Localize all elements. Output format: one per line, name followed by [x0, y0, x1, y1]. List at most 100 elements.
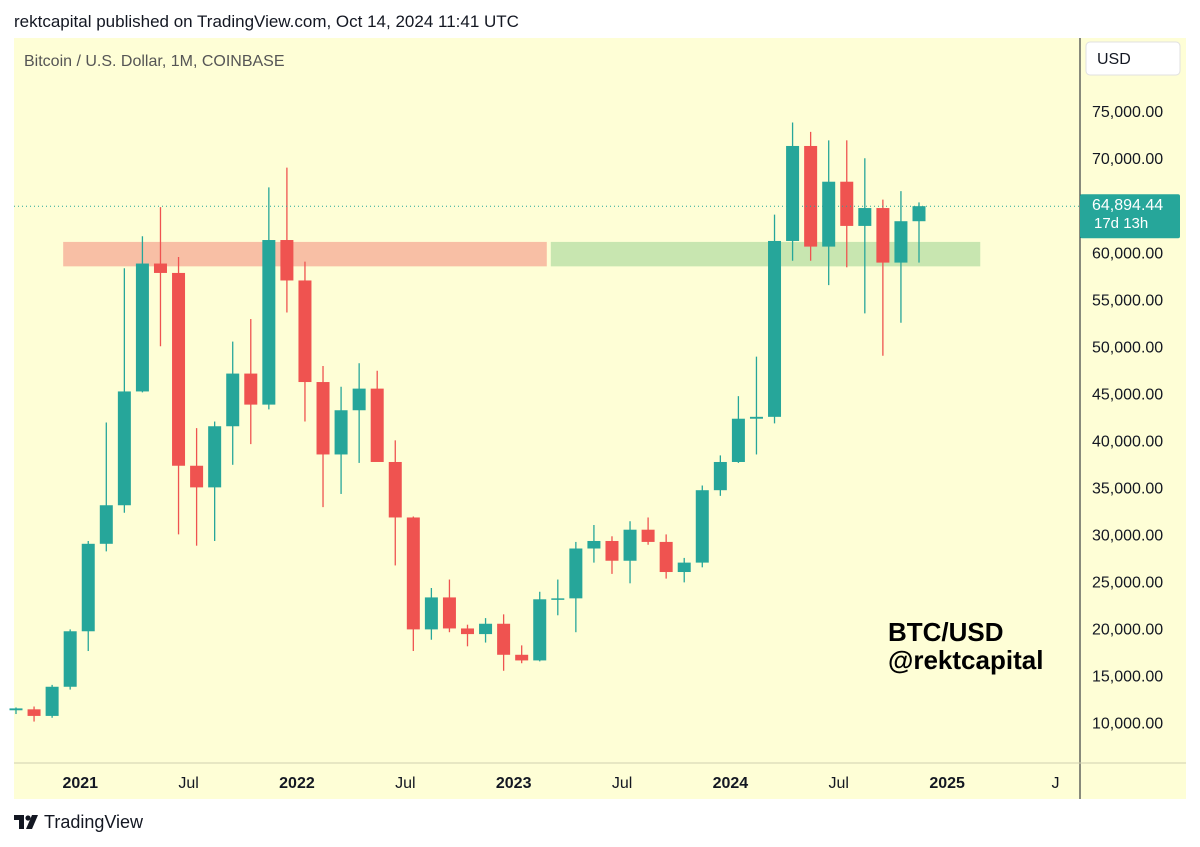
candle	[190, 428, 204, 546]
candle	[334, 386, 348, 494]
y-tick-label: 25,000.00	[1092, 574, 1163, 591]
support-zone	[550, 241, 981, 267]
candle	[45, 684, 59, 718]
candle	[27, 706, 41, 722]
candle-body	[262, 240, 276, 405]
candle-body	[352, 388, 366, 411]
last-price-tag: 64,894.44 17d 13h	[1080, 194, 1180, 239]
candle	[479, 618, 493, 643]
candle	[262, 187, 276, 410]
candle-body	[497, 623, 511, 655]
candle-body	[190, 465, 204, 488]
countdown-label: 17d 13h	[1094, 215, 1148, 232]
y-tick-label: 30,000.00	[1092, 527, 1163, 544]
candle-body	[226, 373, 240, 427]
x-tick-label: Jul	[612, 775, 632, 792]
x-tick-label: 2023	[496, 775, 532, 792]
time-axis-background	[14, 763, 1186, 799]
y-tick-label: 40,000.00	[1092, 433, 1163, 450]
candle	[442, 579, 456, 633]
candle-body	[786, 145, 800, 241]
candle-body	[912, 206, 926, 222]
currency-button[interactable]: USD	[1085, 41, 1181, 76]
candle	[244, 319, 258, 445]
candle-body	[208, 426, 222, 488]
candle	[804, 131, 818, 261]
candle-body	[749, 416, 763, 419]
y-tick-label: 15,000.00	[1092, 668, 1163, 685]
y-tick-label: 55,000.00	[1092, 292, 1163, 309]
candle	[894, 191, 908, 323]
candle-body	[894, 221, 908, 263]
candle	[533, 591, 547, 662]
candle-body	[370, 388, 384, 462]
candle-body	[63, 631, 77, 687]
candle	[515, 645, 529, 664]
candle-body	[117, 391, 131, 506]
candle	[587, 524, 601, 563]
candle-body	[99, 505, 113, 544]
candle-body	[822, 181, 836, 247]
candle-body	[551, 598, 565, 600]
y-tick-label: 70,000.00	[1092, 151, 1163, 168]
candle-body	[153, 263, 167, 273]
x-tick-label: 2022	[279, 775, 315, 792]
candle	[172, 256, 186, 535]
candle	[81, 540, 95, 652]
candle	[641, 517, 655, 545]
candle-body	[27, 709, 41, 716]
x-tick-label: Jul	[829, 775, 849, 792]
candle	[9, 707, 23, 715]
candle	[135, 236, 149, 393]
footer-logo[interactable]: TradingView	[14, 812, 143, 833]
candle	[551, 579, 565, 616]
candle	[316, 366, 330, 508]
candle	[99, 422, 113, 552]
candle	[208, 421, 222, 541]
candle	[731, 396, 745, 463]
y-tick-label: 20,000.00	[1092, 621, 1163, 638]
watermark-author: @rektcapital	[888, 645, 1043, 675]
candle	[768, 214, 782, 424]
y-tick-label: 45,000.00	[1092, 386, 1163, 403]
candle	[298, 261, 312, 422]
candle	[912, 202, 926, 263]
x-tick-label: 2025	[929, 775, 965, 792]
candle-body	[316, 382, 330, 455]
candle-body	[731, 418, 745, 462]
candle-body	[280, 240, 294, 281]
candle	[659, 534, 673, 579]
candle	[605, 536, 619, 574]
candle-body	[442, 597, 456, 629]
candle	[623, 521, 637, 584]
candle-body	[858, 208, 872, 226]
candle-body	[695, 490, 709, 563]
candle-body	[479, 623, 493, 635]
candle	[117, 268, 131, 513]
candle-body	[135, 263, 149, 392]
last-price-label: 64,894.44	[1092, 197, 1163, 214]
candle	[388, 440, 402, 566]
candle-body	[45, 686, 59, 716]
candle	[406, 516, 420, 652]
candle-body	[587, 540, 601, 549]
candle	[840, 140, 854, 268]
candle	[63, 629, 77, 690]
candle-body	[641, 529, 655, 542]
x-tick-label: J	[1051, 775, 1059, 792]
candle	[713, 455, 727, 496]
candle	[370, 370, 384, 462]
candle	[749, 356, 763, 455]
candle-body	[569, 548, 583, 599]
candle-body	[298, 280, 312, 383]
candle	[677, 557, 691, 583]
tradingview-logo-icon	[14, 814, 38, 829]
candle-body	[677, 562, 691, 573]
candle-body	[334, 410, 348, 455]
candle-body	[172, 272, 186, 466]
candle-body	[424, 597, 438, 630]
candle	[424, 588, 438, 640]
candle-body	[804, 145, 818, 247]
candle	[786, 122, 800, 261]
